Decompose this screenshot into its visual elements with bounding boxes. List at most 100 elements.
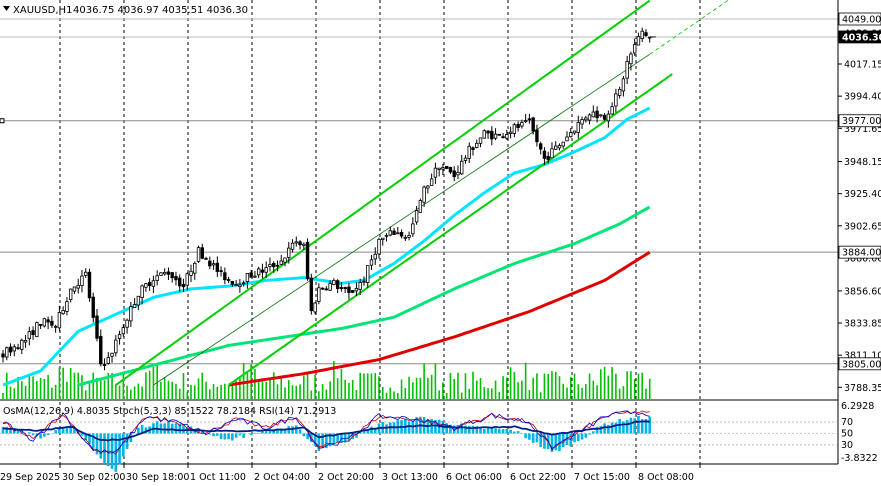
osma-bar (475, 426, 479, 434)
candle-body (448, 166, 453, 173)
osma-bar (264, 429, 268, 434)
candle-body (147, 281, 152, 286)
dropdown-triangle-icon[interactable] (3, 6, 10, 11)
osma-bar (569, 433, 573, 447)
osma-bar (118, 433, 121, 465)
candle-body (512, 124, 517, 134)
candle-body (584, 117, 588, 121)
osma-bar (216, 433, 219, 436)
candle-body (475, 142, 479, 148)
candle-body (12, 346, 16, 352)
osma-bar (407, 421, 411, 434)
osma-bar (197, 429, 200, 434)
candle-body (486, 130, 490, 134)
candle-body (46, 319, 50, 323)
candle-body (309, 277, 314, 312)
osma-bar (580, 433, 584, 440)
candle-body (324, 288, 329, 291)
ema-slow-line (228, 250, 651, 387)
candle-body (384, 234, 389, 237)
candle-body (102, 364, 107, 366)
candle-body (636, 36, 641, 46)
x-tick-label: 6 Oct 22:00 (510, 472, 566, 483)
x-tick-label: 29 Sep 2025 (0, 472, 60, 483)
candle-body (208, 260, 212, 267)
candle-body (640, 30, 644, 40)
osma-bar (276, 429, 279, 434)
osma-bar (467, 425, 471, 434)
channel-lower-line (228, 73, 673, 386)
candle-body (110, 352, 114, 357)
y-tick-label: 3948.15 (844, 157, 881, 168)
candle-body (80, 275, 84, 286)
candle-body (561, 141, 565, 147)
candle-body (125, 319, 129, 328)
osma-bar (565, 433, 569, 446)
osc-axis-label: -3.8322 (841, 453, 878, 464)
candle-body (520, 122, 524, 127)
price-tag (838, 12, 881, 26)
osma-bar (294, 425, 298, 434)
candle-body (407, 235, 411, 238)
osc-axis-label: 6.2928 (841, 401, 874, 412)
candle-body (57, 312, 62, 329)
candle-body (632, 44, 637, 54)
ohlc-values: 4036.75 4036.97 4035.51 4036.30 (73, 5, 248, 16)
osma-bar (144, 427, 148, 434)
osma-bar (80, 433, 84, 436)
osma-bar (513, 431, 516, 434)
osma-bar (370, 426, 373, 434)
candle-body (140, 285, 144, 299)
osma-bar (182, 425, 185, 434)
osma-bar (501, 428, 505, 434)
candle-body (234, 284, 238, 287)
price-axis: 4049.004039.004017.153994.403971.653948.… (838, 12, 881, 464)
osma-bar (238, 433, 242, 436)
osma-bar (610, 422, 614, 434)
price-tag-label: 3977.00 (842, 116, 881, 127)
candle-body (625, 61, 629, 79)
candle-body (264, 267, 268, 273)
x-tick-label: 2 Oct 20:00 (318, 472, 374, 483)
candle-body (377, 238, 381, 255)
price-tag (838, 245, 881, 259)
candle-body (181, 283, 186, 288)
candle-body (569, 132, 573, 138)
osc-axis-label: 30 (841, 440, 853, 451)
x-tick-label: 7 Oct 15:00 (574, 472, 630, 483)
candle-body (542, 150, 547, 159)
channel-mid-line (153, 53, 650, 386)
candle-body (298, 241, 302, 246)
candle-body (151, 280, 156, 287)
osma-bar (317, 433, 321, 451)
candle-body (550, 148, 554, 159)
candle-body (23, 339, 28, 343)
osma-bar (114, 433, 118, 472)
volume-bars (2, 361, 651, 399)
candle-body (211, 263, 216, 266)
candle-body (403, 236, 408, 239)
osma-bar (261, 429, 264, 434)
candle-body (433, 167, 438, 178)
osma-bar (137, 427, 140, 434)
candle-body (602, 114, 607, 120)
candle-body (373, 253, 377, 260)
osma-bar (122, 433, 125, 457)
candle-body (72, 286, 77, 292)
osma-bar (325, 433, 328, 449)
price-tag-label: 4049.00 (842, 15, 881, 26)
candle-body (452, 170, 456, 178)
candle-body (629, 53, 633, 65)
candle-body (99, 335, 103, 365)
osma-bar (73, 427, 76, 434)
candle-body (478, 137, 483, 144)
osma-bar (223, 433, 227, 440)
candle-body (354, 288, 359, 292)
x-tick-label: 3 Oct 13:00 (382, 472, 438, 483)
osma-bar (622, 421, 625, 434)
candle-body (554, 145, 558, 150)
candle-body (31, 330, 35, 336)
ema-mid-line (77, 205, 651, 387)
candle-body (482, 130, 486, 139)
